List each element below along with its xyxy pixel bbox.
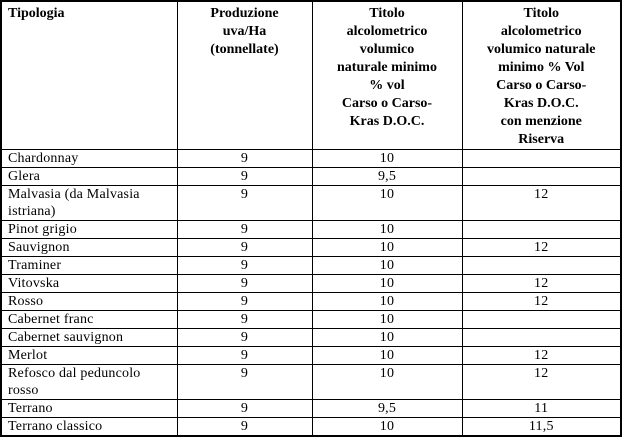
cell-titolo-minimo: 10 [311, 310, 463, 329]
table-row: Chardonnay 9 10 [0, 149, 622, 168]
cell-titolo-riserva [461, 167, 622, 186]
col-header-titolo-riserva: Titolo alcolometrico volumico naturale m… [461, 0, 622, 150]
table-row: Malvasia (da Malvasia istriana) 9 10 12 [0, 185, 622, 221]
col-header-tipologia: Tipologia [0, 0, 178, 150]
cell-produzione: 9 [176, 292, 313, 311]
cell-titolo-minimo: 10 [311, 346, 463, 365]
cell-tipologia: Terrano [0, 399, 178, 418]
cell-produzione: 9 [176, 346, 313, 365]
cell-tipologia: Glera [0, 167, 178, 186]
cell-titolo-minimo: 10 [311, 274, 463, 293]
table-row: Cabernet sauvignon 9 10 [0, 328, 622, 347]
cell-titolo-riserva [461, 149, 622, 168]
table-row: Rosso 9 10 12 [0, 292, 622, 311]
cell-titolo-riserva [461, 220, 622, 239]
cell-titolo-riserva: 11 [461, 399, 622, 418]
cell-tipologia: Cabernet sauvignon [0, 328, 178, 347]
cell-produzione: 9 [176, 417, 313, 437]
cell-tipologia: Terrano classico [0, 417, 178, 437]
cell-titolo-riserva: 12 [461, 292, 622, 311]
cell-titolo-minimo: 10 [311, 238, 463, 257]
table-row: Glera 9 9,5 [0, 167, 622, 186]
cell-produzione: 9 [176, 256, 313, 275]
cell-tipologia: Merlot [0, 346, 178, 365]
col-header-titolo-minimo: Titolo alcolometrico volumico naturale m… [311, 0, 463, 150]
cell-titolo-minimo: 10 [311, 185, 463, 221]
cell-tipologia: Vitovska [0, 274, 178, 293]
cell-tipologia: Cabernet franc [0, 310, 178, 329]
table-row: Traminer 9 10 [0, 256, 622, 275]
cell-titolo-minimo: 10 [311, 328, 463, 347]
cell-produzione: 9 [176, 185, 313, 221]
cell-titolo-riserva: 12 [461, 238, 622, 257]
cell-titolo-riserva: 12 [461, 346, 622, 365]
cell-produzione: 9 [176, 220, 313, 239]
table-row: Sauvignon 9 10 12 [0, 238, 622, 257]
cell-titolo-minimo: 9,5 [311, 167, 463, 186]
cell-produzione: 9 [176, 149, 313, 168]
cell-titolo-riserva: 12 [461, 185, 622, 221]
cell-titolo-minimo: 10 [311, 292, 463, 311]
cell-titolo-minimo: 10 [311, 256, 463, 275]
cell-tipologia: Traminer [0, 256, 178, 275]
cell-produzione: 9 [176, 310, 313, 329]
cell-titolo-riserva [461, 328, 622, 347]
table-row: Vitovska 9 10 12 [0, 274, 622, 293]
table-row: Refosco dal peduncolo rosso 9 10 12 [0, 364, 622, 400]
header-row: Tipologia Produzione uva/Ha (tonnellate)… [0, 0, 622, 150]
table-body: Chardonnay 9 10 Glera 9 9,5 Malvasia (da Malva… [0, 149, 622, 437]
cell-tipologia: Malvasia (da Malvasia istriana) [0, 185, 178, 221]
table-row: Cabernet franc 9 10 [0, 310, 622, 329]
cell-titolo-minimo: 10 [311, 149, 463, 168]
cell-titolo-minimo: 9,5 [311, 399, 463, 418]
cell-tipologia: Chardonnay [0, 149, 178, 168]
cell-tipologia: Pinot grigio [0, 220, 178, 239]
table-row: Terrano 9 9,5 11 [0, 399, 622, 418]
col-header-produzione-uva: Produzione uva/Ha (tonnellate) [176, 0, 313, 150]
cell-tipologia: Sauvignon [0, 238, 178, 257]
cell-titolo-riserva [461, 256, 622, 275]
table-row: Pinot grigio 9 10 [0, 220, 622, 239]
table-header: Tipologia Produzione uva/Ha (tonnellate)… [0, 0, 622, 150]
cell-produzione: 9 [176, 364, 313, 400]
cell-titolo-riserva: 12 [461, 274, 622, 293]
table-row: Terrano classico 9 10 11,5 [0, 417, 622, 437]
cell-produzione: 9 [176, 399, 313, 418]
cell-produzione: 9 [176, 274, 313, 293]
cell-tipologia: Refosco dal peduncolo rosso [0, 364, 178, 400]
cell-titolo-minimo: 10 [311, 220, 463, 239]
cell-produzione: 9 [176, 238, 313, 257]
cell-titolo-riserva [461, 310, 622, 329]
cell-produzione: 9 [176, 167, 313, 186]
cell-titolo-riserva: 11,5 [461, 417, 622, 437]
cell-produzione: 9 [176, 328, 313, 347]
table-row: Merlot 9 10 12 [0, 346, 622, 365]
cell-tipologia: Rosso [0, 292, 178, 311]
cell-titolo-minimo: 10 [311, 417, 463, 437]
cell-titolo-riserva: 12 [461, 364, 622, 400]
cell-titolo-minimo: 10 [311, 364, 463, 400]
